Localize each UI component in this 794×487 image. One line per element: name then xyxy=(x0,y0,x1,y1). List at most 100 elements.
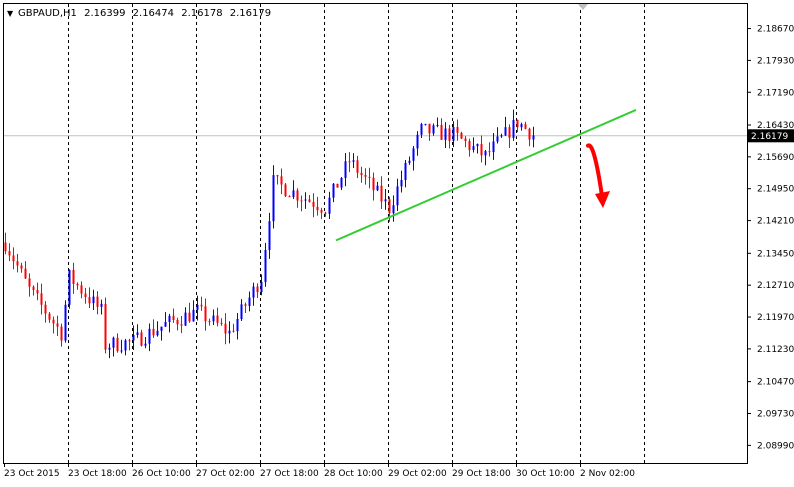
trendline[interactable] xyxy=(335,109,637,242)
candle-body xyxy=(84,293,87,298)
candle-body xyxy=(396,186,399,206)
candle-body xyxy=(484,151,487,156)
candle-body xyxy=(136,332,139,335)
current-price-label-bg xyxy=(748,129,794,143)
candle-body xyxy=(312,201,315,207)
candle-body xyxy=(88,297,91,304)
candle-body xyxy=(52,319,55,324)
high-value: 2.16474 xyxy=(133,8,174,19)
candle-body xyxy=(488,151,491,153)
candle-body xyxy=(364,175,367,177)
candle-body xyxy=(316,206,319,211)
symbol-label: GBPAUD,H1 xyxy=(18,8,77,19)
candle-body xyxy=(444,128,447,140)
candle-body xyxy=(380,185,383,202)
candle-body xyxy=(208,321,211,323)
candle-body xyxy=(60,326,63,341)
candle-body xyxy=(48,313,51,320)
candle-body xyxy=(368,176,371,178)
candle-body xyxy=(256,286,259,293)
candle-body xyxy=(284,184,287,197)
price-tick-label: 2.14950 xyxy=(757,185,794,195)
candle-body xyxy=(20,265,23,269)
candle-body xyxy=(220,322,223,324)
candle-body xyxy=(496,136,499,142)
candle-body xyxy=(160,326,163,331)
candle-body xyxy=(340,178,343,188)
time-tick-label: 27 Oct 02:00 xyxy=(196,469,255,479)
candle-body xyxy=(212,315,215,322)
candle-body xyxy=(248,297,251,306)
candle-body xyxy=(420,124,423,135)
candle-body xyxy=(132,334,135,341)
candle-body xyxy=(476,144,479,147)
time-axis[interactable]: 23 Oct 2015 23 Oct 18:00 26 Oct 10:00 27 Oc… xyxy=(4,463,635,479)
candle-body xyxy=(140,332,143,346)
close-value: 2.16179 xyxy=(230,8,271,19)
candle-body xyxy=(260,282,263,293)
candle-body xyxy=(520,124,523,128)
time-tick-label: 2 Nov 02:00 xyxy=(580,469,635,479)
candle-body xyxy=(460,132,463,139)
candle-body xyxy=(168,315,171,322)
candle-body xyxy=(324,212,327,214)
chart-shift-marker-icon[interactable] xyxy=(578,4,588,10)
price-tick-label: 2.08990 xyxy=(757,441,794,451)
candle-body xyxy=(156,330,159,336)
chart-menu-icon[interactable]: ▼ xyxy=(7,9,14,18)
price-axis[interactable]: 2.18670 2.17930 2.17190 2.16430 2.15690 2.149… xyxy=(747,25,794,452)
candle-body xyxy=(92,296,95,304)
candle-body xyxy=(464,138,467,142)
chart-header: ▼ GBPAUD,H1 2.16399 2.16474 2.16178 2.16… xyxy=(7,8,271,19)
candle-body xyxy=(216,315,219,323)
price-tick-label: 2.14210 xyxy=(757,217,794,227)
candle-body xyxy=(456,127,459,133)
candle-body xyxy=(292,190,295,197)
time-tick-label: 30 Oct 10:00 xyxy=(516,469,575,479)
candle-body xyxy=(144,343,147,346)
candle-body xyxy=(356,160,359,173)
candle-body xyxy=(184,312,187,326)
candle-body xyxy=(176,319,179,325)
candle-body xyxy=(440,125,443,140)
candle-body xyxy=(4,242,7,252)
candle-body xyxy=(304,199,307,201)
candle-body xyxy=(224,323,227,334)
candle-body xyxy=(32,286,35,290)
price-tick-label: 2.13450 xyxy=(757,249,794,259)
candle-body xyxy=(428,123,431,134)
candle-body xyxy=(376,185,379,191)
candle-body xyxy=(268,221,271,250)
grid-lines xyxy=(68,4,645,463)
candle-body xyxy=(528,128,531,140)
candle-body xyxy=(16,261,19,266)
candle-body xyxy=(308,199,311,202)
candle-body xyxy=(472,146,475,150)
current-price-label: 2.16179 xyxy=(751,132,788,142)
open-value: 2.16399 xyxy=(84,8,125,19)
candle-body xyxy=(244,304,247,306)
candle-body xyxy=(400,180,403,187)
candle-body xyxy=(516,119,519,128)
candle-body xyxy=(164,321,167,327)
candle-body xyxy=(388,199,391,214)
candle-body xyxy=(40,293,43,305)
candle-body xyxy=(328,197,331,214)
time-tick-label: 23 Oct 2015 xyxy=(4,469,60,479)
price-tick-label: 2.12710 xyxy=(757,281,794,291)
candle-body xyxy=(452,127,455,141)
candle-body xyxy=(240,304,243,320)
down-arrow-annotation[interactable] xyxy=(586,143,604,198)
candle-body xyxy=(72,269,75,284)
price-tick-label: 2.18670 xyxy=(757,25,794,35)
price-tick-label: 2.09730 xyxy=(757,409,794,419)
time-tick-label: 29 Oct 18:00 xyxy=(452,469,511,479)
candle-body xyxy=(108,347,111,350)
candle-body xyxy=(424,123,427,125)
candle-body xyxy=(204,306,207,322)
chart-frame xyxy=(3,3,748,464)
candle-body xyxy=(508,127,511,138)
candlestick-series xyxy=(4,109,535,359)
